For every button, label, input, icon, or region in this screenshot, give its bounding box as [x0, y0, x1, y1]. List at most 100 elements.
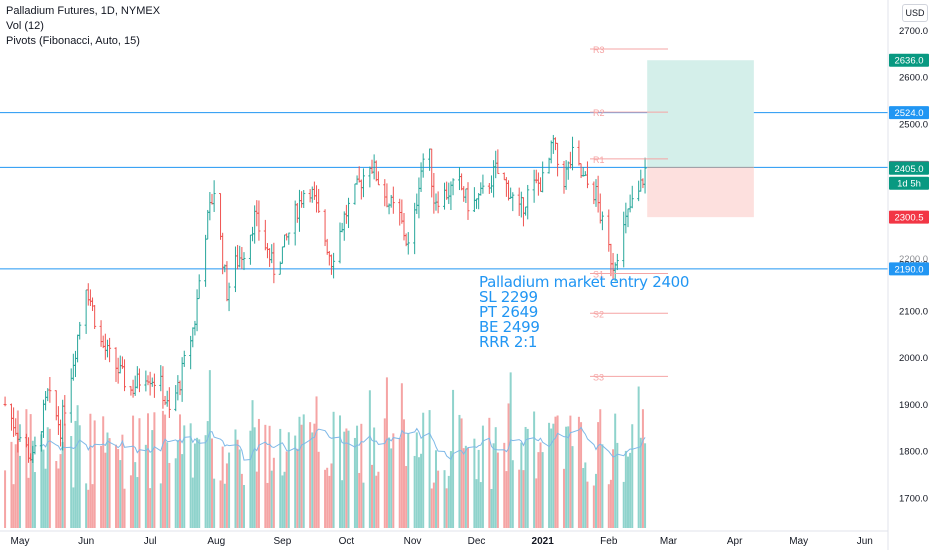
volume-bar-179 — [539, 442, 542, 528]
ohlc-bar-68 — [208, 192, 212, 221]
volume-bar-58 — [178, 414, 181, 528]
ohlc-bar-41 — [129, 386, 133, 396]
time-tick-label-12: May — [789, 536, 808, 547]
volume-bar-100 — [302, 414, 305, 528]
ohlc-bar-127 — [385, 183, 389, 208]
ohlc-bar-30 — [93, 305, 97, 329]
ohlc-bar-176 — [532, 169, 536, 203]
ohlc-bar-187 — [564, 160, 568, 190]
volume-bar-200 — [601, 444, 604, 528]
volume-bar-113 — [343, 431, 346, 528]
volume-bar-20 — [63, 423, 66, 528]
volume-bar-70 — [213, 478, 216, 528]
volume-bar-89 — [270, 470, 273, 528]
volume-bar-180 — [541, 452, 544, 528]
price-tick-label-8: 2500.0 — [899, 119, 928, 130]
volume-bar-22 — [72, 487, 75, 528]
volume-bar-85 — [257, 418, 260, 528]
ohlc-bar-188 — [566, 161, 570, 180]
volume-bar-2 — [12, 484, 15, 528]
volume-bar-182 — [550, 428, 553, 528]
volume-bar-184 — [554, 416, 557, 528]
volume-bars-layer — [4, 370, 647, 528]
price-tick-label-0: 1700.0 — [899, 494, 928, 505]
price-label-5: 2300.5 — [889, 210, 929, 224]
volume-bar-76 — [234, 429, 237, 528]
volume-bar-176 — [533, 411, 536, 528]
volume-bar-172 — [520, 442, 523, 528]
ohlc-bar-65 — [197, 274, 201, 300]
ohlc-bar-101 — [308, 189, 312, 203]
volume-bar-91 — [279, 428, 282, 528]
volume-bar-206 — [622, 481, 625, 528]
ohlc-bar-162 — [489, 175, 493, 193]
ohlc-bar-86 — [263, 219, 267, 251]
ohlc-bar-2 — [12, 407, 16, 437]
volume-bar-211 — [637, 386, 640, 528]
ohlc-bar-112 — [340, 222, 344, 233]
volume-bar-190 — [571, 446, 574, 528]
volume-ma-line — [40, 426, 646, 461]
volume-bar-64 — [196, 437, 199, 528]
ohlc-bar-166 — [502, 172, 506, 181]
volume-bar-115 — [347, 430, 350, 528]
price-label-box — [889, 210, 929, 224]
ohlc-bar-142 — [430, 148, 434, 198]
volume-bar-123 — [373, 427, 376, 528]
ohlc-bar-195 — [585, 161, 589, 189]
ohlc-bar-137 — [415, 193, 419, 214]
price-label-6: 2190.0 — [889, 262, 929, 276]
volume-bar-149 — [449, 451, 452, 528]
volume-bar-144 — [434, 450, 437, 528]
ohlc-bar-189 — [568, 151, 572, 169]
ohlc-bar-44 — [135, 366, 139, 389]
currency-button[interactable]: USD — [902, 4, 928, 22]
volume-bar-11 — [40, 434, 43, 528]
volume-bar-82 — [251, 400, 254, 528]
volume-bar-39 — [121, 434, 124, 528]
volume-bar-44 — [136, 477, 139, 528]
volume-bar-47 — [146, 413, 149, 528]
volume-bar-154 — [464, 445, 467, 528]
ohlc-bar-43 — [133, 375, 137, 396]
ohlc-bar-96 — [293, 200, 297, 246]
volume-bar-185 — [556, 415, 559, 528]
ohlc-bar-67 — [206, 209, 210, 240]
volume-bar-73 — [223, 483, 226, 528]
volume-bar-131 — [398, 437, 401, 528]
volume-bar-25 — [78, 425, 81, 528]
volume-bar-188 — [567, 426, 570, 528]
symbol-title[interactable]: Palladium Futures, 1D, NYMEX — [6, 5, 161, 17]
volume-bar-84 — [255, 471, 258, 528]
volume-bar-38 — [119, 460, 122, 528]
volume-bar-213 — [641, 409, 644, 528]
ohlc-bar-115 — [347, 197, 351, 229]
ohlc-bar-92 — [280, 246, 284, 264]
ohlc-bar-87 — [265, 243, 269, 259]
volume-bar-69 — [210, 438, 213, 528]
volume-bar-26 — [85, 483, 88, 528]
volume-indicator-label[interactable]: Vol (12) — [6, 20, 44, 32]
volume-bar-130 — [392, 433, 395, 528]
time-tick-label-9: Feb — [600, 536, 618, 547]
loss-zone — [647, 167, 754, 218]
volume-bar-72 — [221, 446, 224, 528]
volume-bar-181 — [548, 422, 551, 528]
ohlc-bar-37 — [116, 357, 120, 384]
trade-note-annotation[interactable]: Palladium market entry 2400 SL 2299 PT 2… — [479, 275, 689, 350]
volume-bar-40 — [123, 488, 126, 528]
ohlc-bar-118 — [357, 166, 361, 183]
volume-bar-114 — [345, 428, 348, 528]
pivots-indicator-label[interactable]: Pivots (Fibonacci, Auto, 15) — [6, 35, 140, 47]
ohlc-bar-159 — [479, 182, 483, 196]
volume-bar-177 — [535, 478, 538, 528]
volume-bar-112 — [341, 480, 344, 528]
ohlc-bar-174 — [524, 206, 528, 216]
volume-bar-198 — [597, 422, 600, 528]
volume-bar-122 — [370, 464, 373, 528]
volume-bar-66 — [204, 435, 207, 528]
price-tick-label-2: 1900.0 — [899, 400, 928, 411]
volume-bar-171 — [518, 469, 521, 528]
